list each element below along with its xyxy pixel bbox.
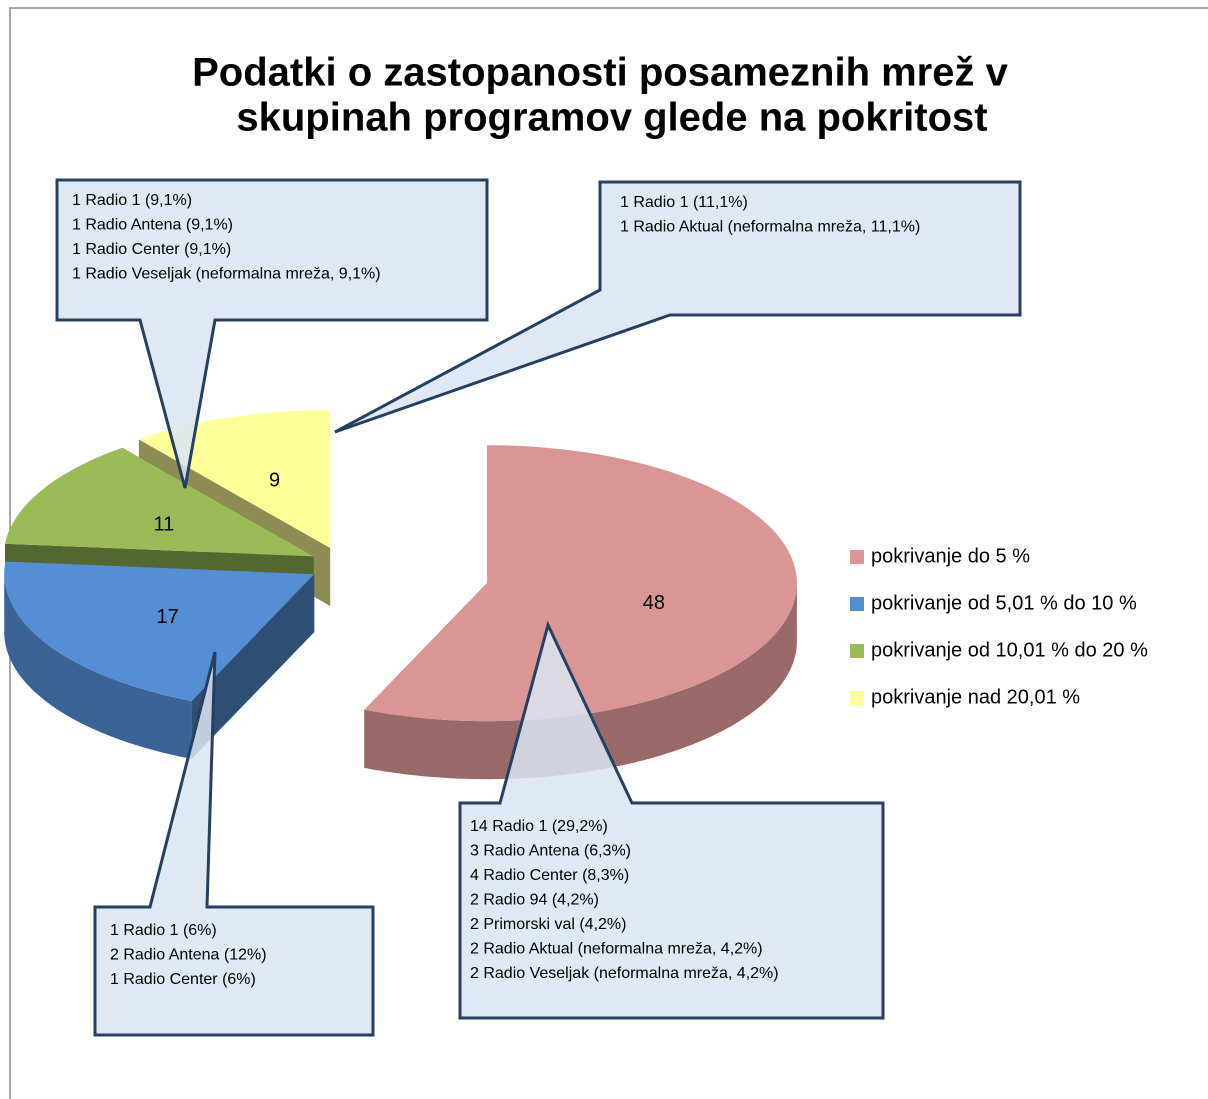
data-label: 9 bbox=[269, 470, 280, 492]
callout-text: 2 Radio 94 (4,2%) bbox=[470, 892, 599, 909]
callout-text: 1 Radio 1 (11,1%) bbox=[620, 194, 748, 211]
legend-swatch bbox=[850, 597, 864, 611]
callout-text: 1 Radio Aktual (neformalna mreža, 11,1%) bbox=[620, 219, 920, 236]
callout-text: 2 Primorski val (4,2%) bbox=[470, 916, 626, 933]
legend-swatch bbox=[850, 644, 864, 658]
callout-text: 2 Radio Aktual (neformalna mreža, 4,2%) bbox=[470, 941, 763, 958]
callout-text: 4 Radio Center (8,3%) bbox=[470, 867, 629, 884]
data-label: 11 bbox=[154, 513, 175, 535]
legend-label: pokrivanje do 5 % bbox=[871, 545, 1030, 567]
legend-swatch bbox=[850, 691, 864, 705]
callout-text: 1 Radio Center (6%) bbox=[110, 971, 256, 988]
slice-side bbox=[364, 583, 797, 780]
chart-title: Podatki o zastopanosti posameznih mrež v bbox=[192, 51, 1008, 95]
legend-swatch bbox=[850, 550, 864, 564]
callout-text: 3 Radio Antena (6,3%) bbox=[470, 843, 631, 860]
callout-text: 2 Radio Antena (12%) bbox=[110, 947, 267, 964]
pie-slice bbox=[364, 445, 797, 722]
callout-text: 1 Radio 1 (9,1%) bbox=[72, 192, 192, 209]
legend-label: pokrivanje nad 20,01 % bbox=[871, 686, 1080, 708]
callout-box bbox=[458, 620, 885, 1020]
callout-box bbox=[55, 178, 489, 489]
chart-title: skupinah programov glede na pokritost bbox=[236, 96, 987, 140]
data-label: 48 bbox=[643, 592, 665, 614]
callout-box bbox=[93, 651, 375, 1037]
callout-text: 1 Radio Antena (9,1%) bbox=[72, 217, 233, 234]
callouts bbox=[55, 178, 1022, 1037]
pie-slice bbox=[5, 447, 314, 557]
legend-label: pokrivanje od 5,01 % do 10 % bbox=[871, 592, 1137, 614]
legend-label: pokrivanje od 10,01 % do 20 % bbox=[871, 639, 1148, 661]
callout-box bbox=[334, 180, 1022, 434]
slice-side bbox=[4, 574, 192, 759]
callout-text: 1 Radio Veseljak (neformalna mreža, 9,1%… bbox=[72, 266, 381, 283]
callout-text: 1 Radio 1 (6%) bbox=[110, 922, 217, 939]
callout-text: 2 Radio Veseljak (neformalna mreža, 4,2%… bbox=[470, 965, 779, 982]
data-label: 17 bbox=[156, 606, 178, 628]
callout-text: 1 Radio Center (9,1%) bbox=[72, 241, 231, 258]
callout-text: 14 Radio 1 (29,2%) bbox=[470, 818, 608, 835]
pie-slice bbox=[4, 561, 315, 701]
